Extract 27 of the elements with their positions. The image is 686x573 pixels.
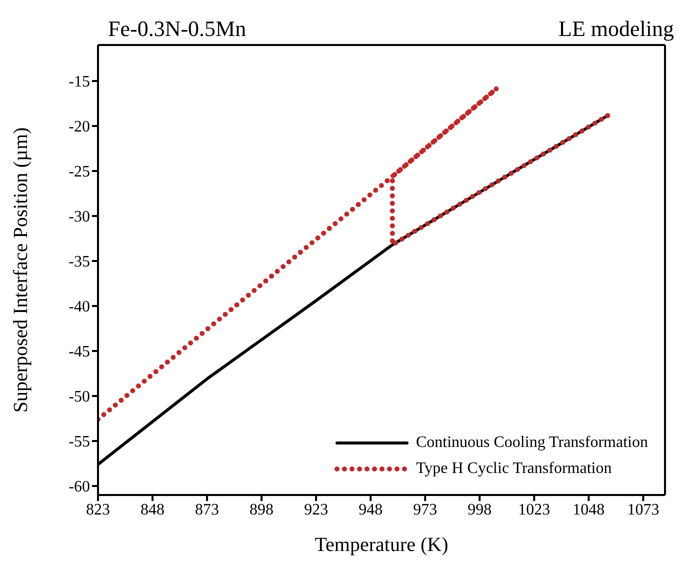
y-tick-label: -25: [68, 164, 90, 181]
y-tick-label: -40: [68, 298, 90, 316]
chart-title: Fe-0.3N-0.5Mn: [108, 16, 246, 42]
y-tick-label: -15: [68, 74, 90, 91]
y-tick-label: -20: [68, 118, 90, 136]
x-tick-label: 848: [140, 501, 165, 518]
x-tick-label: 1048: [572, 501, 605, 518]
text: LE modeling: [558, 16, 674, 42]
y-tick-label: -60: [68, 478, 90, 496]
x-tick-label: 1023: [518, 501, 550, 518]
x-tick-label: 898: [250, 501, 274, 518]
x-tick-label: 823: [86, 501, 110, 518]
legend-label: Continuous Cooling Transformation: [416, 434, 648, 452]
y-tick-label: -55: [68, 434, 90, 451]
x-tick-label: 873: [195, 501, 220, 518]
y-tick-label: -45: [68, 344, 90, 361]
x-tick-label: 973: [413, 501, 438, 518]
y-tick-label: -50: [68, 388, 90, 406]
y-axis-title: Superposed Interface Position (µm): [10, 127, 32, 413]
x-axis-title: Temperature (K): [314, 534, 448, 556]
x-tick-label: 923: [304, 501, 328, 518]
y-tick-label: -35: [68, 254, 90, 271]
y-tick-label: -30: [68, 208, 90, 226]
x-tick-label: 998: [468, 501, 492, 518]
x-tick-label: 948: [358, 501, 383, 518]
x-tick-label: 1073: [627, 501, 660, 518]
legend-label: Type H Cyclic Transformation: [416, 460, 612, 478]
